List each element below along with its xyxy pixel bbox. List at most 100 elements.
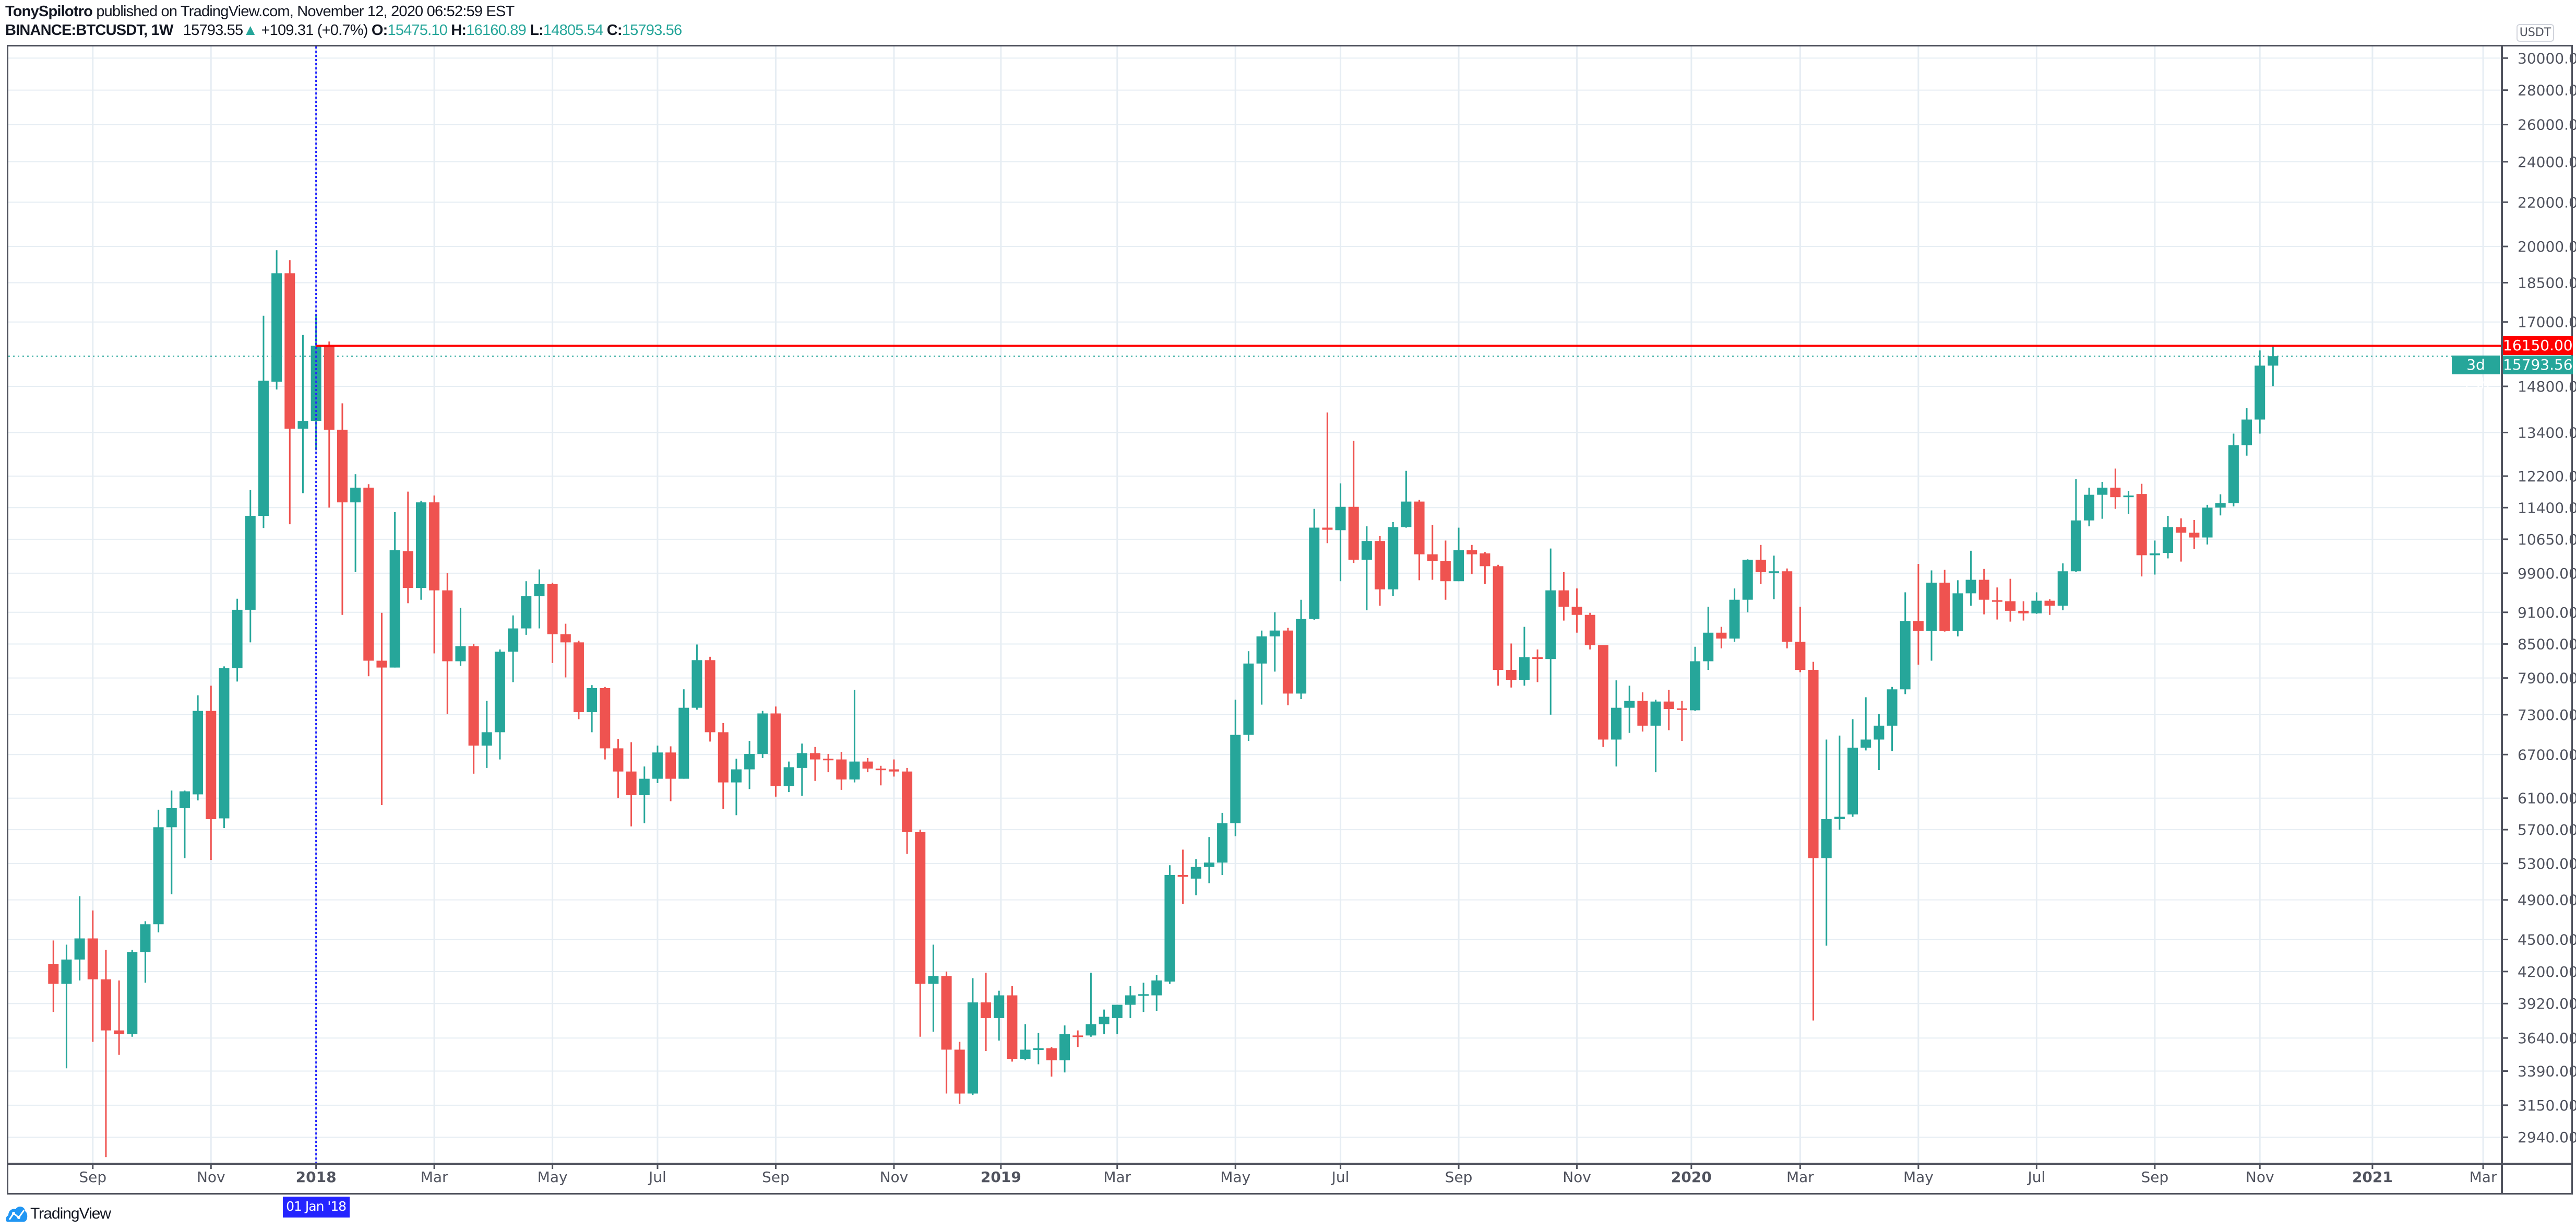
candle-down[interactable] xyxy=(665,746,676,801)
candle-up[interactable] xyxy=(1099,1009,1110,1034)
candle-up[interactable] xyxy=(652,746,663,784)
candle-up[interactable] xyxy=(521,581,532,635)
candle-down[interactable] xyxy=(1991,587,2002,620)
candle-down[interactable] xyxy=(1978,569,1989,614)
candle-up[interactable] xyxy=(1243,651,1254,741)
candle-up[interactable] xyxy=(455,608,466,666)
candle-down[interactable] xyxy=(114,980,125,1055)
candle-down[interactable] xyxy=(402,491,413,604)
candle-down[interactable] xyxy=(902,767,913,854)
candle-down[interactable] xyxy=(2136,483,2147,577)
candle-up[interactable] xyxy=(415,501,426,600)
candle-down[interactable] xyxy=(376,612,387,805)
chart-frame[interactable] xyxy=(7,45,2573,1195)
candle-up[interactable] xyxy=(757,711,768,758)
candle-up[interactable] xyxy=(1519,627,1530,686)
candle-up[interactable] xyxy=(678,689,689,779)
candle-down[interactable] xyxy=(547,582,558,663)
candle-up[interactable] xyxy=(1545,548,1556,715)
candle-up[interactable] xyxy=(1164,865,1175,984)
candle-down[interactable] xyxy=(1072,1030,1083,1047)
candle-down[interactable] xyxy=(573,641,584,719)
candle-down[interactable] xyxy=(48,940,59,1012)
candle-down[interactable] xyxy=(1584,612,1595,650)
candle-up[interactable] xyxy=(508,615,519,682)
candle-up[interactable] xyxy=(1296,599,1307,699)
candle-down[interactable] xyxy=(2005,578,2016,622)
candle-down[interactable] xyxy=(1506,643,1517,688)
candle-up[interactable] xyxy=(1256,630,1267,705)
candle-down[interactable] xyxy=(915,830,926,1037)
candle-up[interactable] xyxy=(1887,687,1898,751)
candle-up[interactable] xyxy=(967,978,978,1095)
candle-up[interactable] xyxy=(1952,580,1963,636)
candle-down[interactable] xyxy=(1282,628,1293,705)
candle-up[interactable] xyxy=(2057,563,2068,610)
candle-down[interactable] xyxy=(206,686,217,860)
candle-up[interactable] xyxy=(1269,612,1280,672)
candle-up[interactable] xyxy=(1401,470,1412,528)
candle-up[interactable] xyxy=(1138,983,1149,1012)
candle-up[interactable] xyxy=(1020,1024,1031,1060)
candle-up[interactable] xyxy=(744,741,755,789)
candle-down[interactable] xyxy=(560,623,571,678)
candle-up[interactable] xyxy=(1217,812,1228,875)
candle-down[interactable] xyxy=(442,573,453,714)
candle-up[interactable] xyxy=(2070,479,2081,573)
candle-up[interactable] xyxy=(1086,972,1096,1037)
candle-down[interactable] xyxy=(1466,545,1477,574)
candle-up[interactable] xyxy=(297,335,308,493)
candle-up[interactable] xyxy=(2084,488,2095,527)
candle-up[interactable] xyxy=(1965,550,1976,606)
author-name[interactable]: TonySpilotro xyxy=(5,3,93,20)
candle-up[interactable] xyxy=(1834,735,1845,830)
candle-up[interactable] xyxy=(1125,986,1136,1018)
candle-up[interactable] xyxy=(1190,859,1201,895)
candle-down[interactable] xyxy=(1375,536,1386,606)
candle-up[interactable] xyxy=(994,990,1005,1041)
candle-down[interactable] xyxy=(1007,986,1018,1062)
candle-up[interactable] xyxy=(2202,504,2213,545)
candle-down[interactable] xyxy=(875,765,886,786)
candle-up[interactable] xyxy=(928,944,939,1032)
candle-down[interactable] xyxy=(1480,552,1490,584)
candle-up[interactable] xyxy=(179,790,190,858)
candle-down[interactable] xyxy=(468,644,479,774)
candle-up[interactable] xyxy=(61,944,72,1069)
candle-down[interactable] xyxy=(770,706,781,797)
candle-down[interactable] xyxy=(2189,520,2200,549)
candle-down[interactable] xyxy=(1637,692,1648,732)
candle-up[interactable] xyxy=(494,649,505,760)
candle-down[interactable] xyxy=(613,739,624,798)
candle-up[interactable] xyxy=(2215,494,2226,516)
candle-down[interactable] xyxy=(1939,570,1950,632)
candle-up[interactable] xyxy=(639,766,650,823)
candle-down[interactable] xyxy=(1440,540,1451,600)
candle-down[interactable] xyxy=(1348,441,1359,563)
candle-up[interactable] xyxy=(1388,522,1399,597)
candle-down[interactable] xyxy=(954,1042,965,1104)
candle-up[interactable] xyxy=(691,644,702,710)
candle-up[interactable] xyxy=(1230,700,1241,836)
candle-down[interactable] xyxy=(363,484,374,677)
candle-up[interactable] xyxy=(127,950,138,1037)
candle-up[interactable] xyxy=(140,921,151,983)
candle-up[interactable] xyxy=(1033,1033,1044,1065)
candle-up[interactable] xyxy=(271,250,282,390)
candle-up[interactable] xyxy=(1703,607,1714,670)
candle-up[interactable] xyxy=(1611,680,1622,767)
symbol-name[interactable]: BINANCE:BTCUSDT, 1W xyxy=(5,22,173,39)
candle-up[interactable] xyxy=(232,598,243,682)
candle-down[interactable] xyxy=(1755,545,1766,584)
candle-down[interactable] xyxy=(1322,412,1333,543)
candle-down[interactable] xyxy=(87,910,98,1042)
candle-up[interactable] xyxy=(1900,592,1911,694)
tradingview-logo[interactable]: TradingView xyxy=(5,1203,111,1224)
candle-down[interactable] xyxy=(1716,627,1727,648)
candle-down[interactable] xyxy=(941,971,952,1094)
candle-up[interactable] xyxy=(1203,837,1214,883)
candle-up[interactable] xyxy=(153,809,164,932)
candle-down[interactable] xyxy=(1782,568,1793,648)
candle-down[interactable] xyxy=(1558,572,1569,621)
